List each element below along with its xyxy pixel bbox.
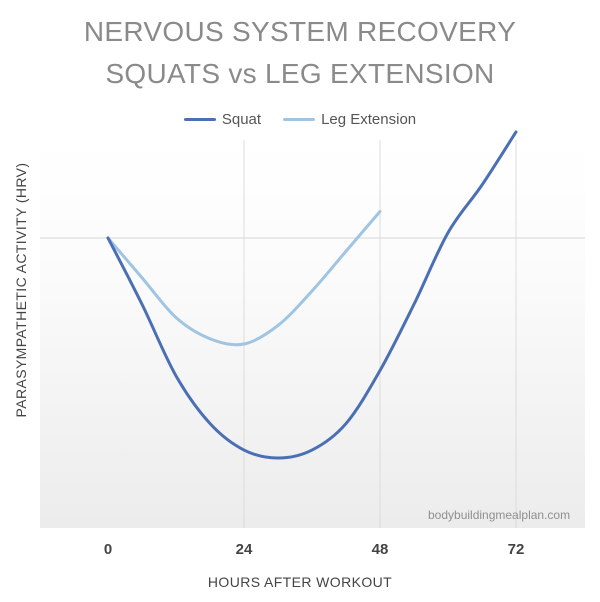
legend: Squat Leg Extension <box>0 111 600 128</box>
plot-area <box>40 140 585 528</box>
x-tick-label-72: 72 <box>508 541 525 558</box>
chart-title: NERVOUS SYSTEM RECOVERY <box>83 16 517 47</box>
legend-swatch-leg-extension <box>283 118 316 121</box>
x-axis-label: HOURS AFTER WORKOUT <box>207 574 393 590</box>
watermark: bodybuildingmealplan.com <box>428 508 571 522</box>
x-tick-label-24: 24 <box>236 541 253 558</box>
legend-label-squat: Squat <box>221 111 262 128</box>
legend-item-squat: Squat <box>183 111 262 128</box>
series-line-leg-extension <box>106 209 382 347</box>
x-tick-label-0: 0 <box>104 541 112 558</box>
legend-item-leg-extension: Leg Extension <box>283 111 416 128</box>
chart-subtitle: SQUATS vs LEG EXTENSION <box>105 58 495 89</box>
series-line-squat <box>106 130 518 460</box>
x-tick-label-48: 48 <box>372 541 389 558</box>
legend-label-leg-extension: Leg Extension <box>321 111 417 128</box>
legend-swatch-squat <box>183 118 216 121</box>
